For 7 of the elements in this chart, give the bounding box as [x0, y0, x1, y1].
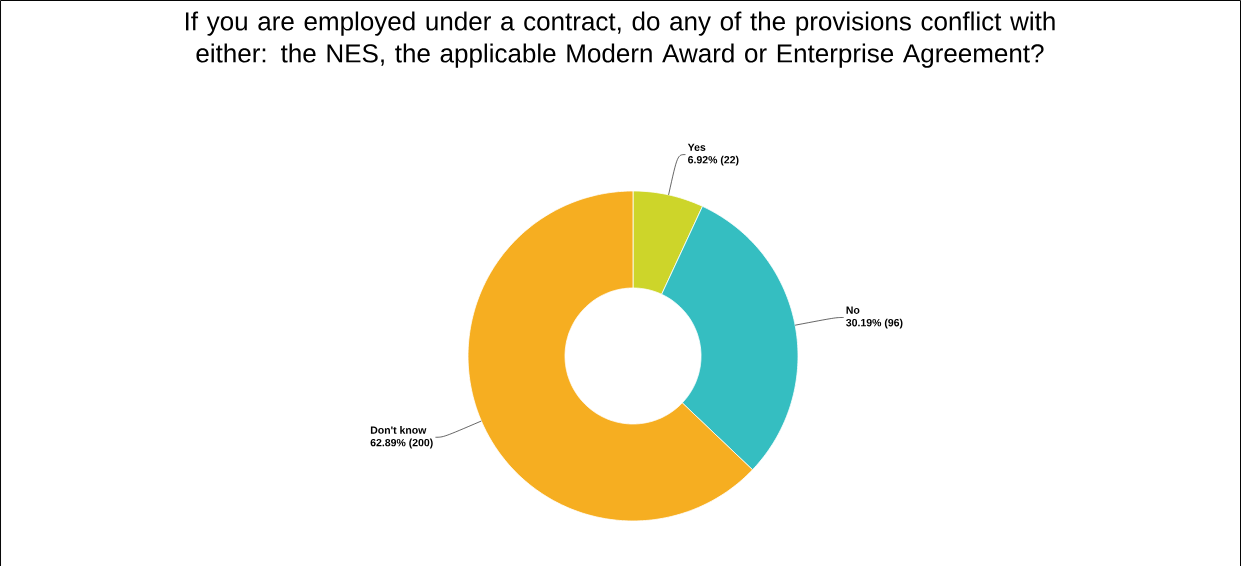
- slice-label: Yes: [687, 143, 706, 151]
- slice-label: Don't know: [370, 425, 427, 434]
- slice-label: No: [846, 306, 860, 314]
- data-label: 62.89% (200): [370, 438, 433, 449]
- data-label: 6.92% (22): [688, 155, 739, 166]
- data-label: 30.19% (96): [846, 318, 903, 329]
- chart-title: If you are employed under a contract, do any of the provisions conflict with either: the NES, the applicable Modern Award or Enterprise Agreement?: [185, 11, 1055, 68]
